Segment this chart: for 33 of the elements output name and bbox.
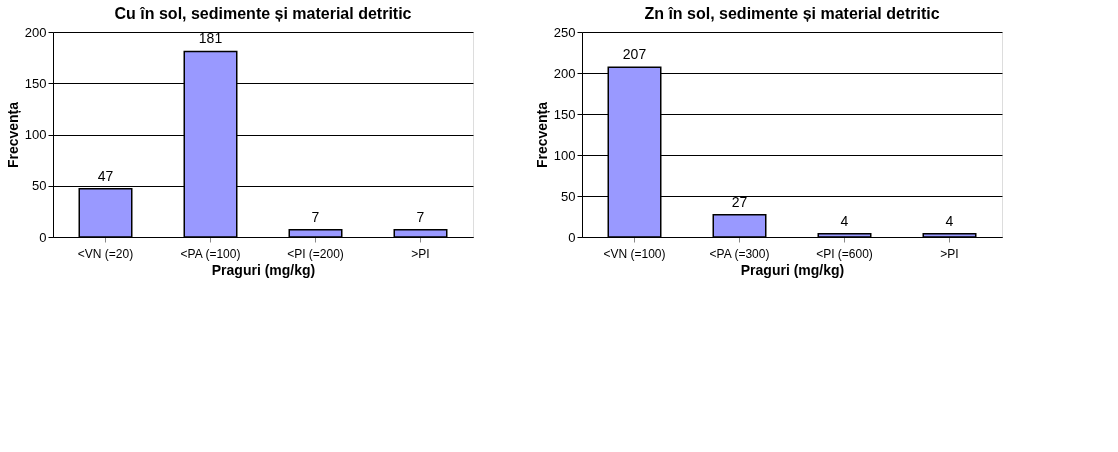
y-tick-label: 50 xyxy=(561,188,576,204)
x-tick-label: <VN (=20) xyxy=(77,246,134,261)
x-tick-label: >PI xyxy=(411,246,430,261)
y-tick-label: 150 xyxy=(553,106,576,122)
chart-title: Cu în sol, sedimente și material detritic xyxy=(114,5,412,22)
x-tick-label: <PI (=600) xyxy=(816,246,873,261)
x-tick-label: >PI xyxy=(940,246,959,261)
y-tick-label: 0 xyxy=(568,229,576,245)
y-tick-label: 150 xyxy=(24,75,47,91)
y-axis-title: Frecvența xyxy=(533,101,550,169)
y-tick-label: 0 xyxy=(39,229,47,245)
y-tick-label: 200 xyxy=(24,24,47,40)
y-tick-label: 250 xyxy=(553,24,576,40)
data-label: 7 xyxy=(311,208,320,225)
data-label: 4 xyxy=(840,212,849,229)
data-label: 7 xyxy=(416,208,425,225)
data-label: 47 xyxy=(97,167,114,184)
y-tick-label: 100 xyxy=(553,147,576,163)
data-label: 181 xyxy=(198,30,223,47)
data-label: 4 xyxy=(945,212,954,229)
x-axis-title: Praguri (mg/kg) xyxy=(740,261,845,278)
x-tick-label: <PA (=300) xyxy=(709,246,770,261)
x-tick-label: <PI (=200) xyxy=(287,246,344,261)
data-label: 207 xyxy=(622,46,647,63)
x-tick-label: <PA (=100) xyxy=(180,246,241,261)
chart-title: Zn în sol, sedimente și material detritic xyxy=(644,5,940,22)
y-tick-label: 50 xyxy=(32,178,47,194)
y-axis-title: Frecvența xyxy=(4,101,21,169)
x-tick-label: <VN (=100) xyxy=(603,246,666,261)
y-tick-label: 100 xyxy=(24,127,47,142)
data-label: 27 xyxy=(731,193,748,210)
y-tick-label: 200 xyxy=(553,65,576,81)
x-axis-title: Praguri (mg/kg) xyxy=(211,261,316,278)
